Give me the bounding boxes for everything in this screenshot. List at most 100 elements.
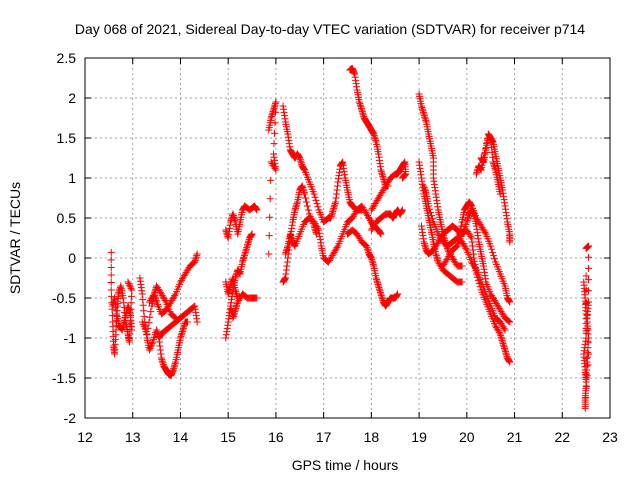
chart-title: Day 068 of 2021, Sidereal Day-to-day VTE… [75, 21, 585, 37]
data-point [268, 160, 276, 168]
data-point [302, 198, 310, 206]
data-point [147, 308, 155, 316]
series-t10 [222, 274, 242, 302]
data-point [147, 341, 155, 349]
series-t11 [265, 98, 280, 258]
data-point [125, 280, 133, 288]
y-tick-labels: -2 -1.5 -1 -0.5 0 0.5 1 1.5 2 2.5 [52, 50, 76, 426]
x-tick-label: 13 [125, 429, 141, 445]
data-point [481, 144, 489, 152]
data-point [583, 383, 591, 391]
data-point [271, 108, 279, 116]
data-point [107, 278, 115, 286]
data-point [585, 253, 593, 261]
data-point [266, 213, 274, 221]
data-point [584, 337, 592, 345]
x-tick-labels: 12 13 14 15 16 17 18 19 20 21 22 23 [77, 429, 618, 445]
data-point [272, 98, 280, 106]
data-point [266, 195, 274, 203]
data-point [253, 206, 261, 214]
data-point [582, 394, 590, 402]
y-tick-label: 1 [68, 170, 76, 186]
data-point [471, 264, 479, 272]
data-point [310, 190, 318, 198]
series-t17 [367, 158, 410, 214]
data-points [107, 64, 593, 412]
data-point [146, 313, 154, 321]
data-point [128, 326, 136, 334]
data-point [302, 194, 309, 202]
series-t24 [453, 198, 514, 306]
data-point [489, 248, 497, 256]
data-point [506, 358, 514, 366]
data-point [582, 354, 590, 362]
data-point [267, 158, 275, 166]
data-point [582, 272, 590, 280]
grid-lines [85, 58, 610, 418]
x-tick-label: 12 [77, 429, 93, 445]
data-point [265, 250, 273, 258]
data-point [505, 317, 513, 325]
plot-frame [84, 57, 611, 419]
data-point [491, 255, 498, 263]
data-point [482, 140, 490, 148]
data-point [453, 238, 461, 246]
data-point [118, 325, 126, 333]
data-point [304, 206, 312, 214]
series-t27 [580, 242, 593, 412]
data-point [584, 361, 592, 369]
data-point [488, 245, 496, 253]
data-point [585, 276, 593, 284]
data-point [500, 324, 508, 332]
data-point [425, 202, 433, 210]
data-point [107, 271, 115, 279]
data-point [377, 230, 385, 238]
data-point [480, 149, 488, 157]
data-point [248, 230, 256, 238]
data-point [428, 215, 436, 223]
data-point [584, 324, 592, 332]
x-tick-label: 23 [602, 429, 618, 445]
data-point [267, 176, 275, 184]
data-point [582, 244, 590, 252]
data-point [583, 312, 591, 320]
data-point [585, 264, 593, 272]
data-point [127, 292, 135, 300]
x-tick-label: 21 [507, 429, 523, 445]
data-point [398, 206, 406, 214]
data-point [149, 292, 157, 300]
series-t12 [279, 102, 366, 226]
series-t2 [109, 294, 136, 334]
data-point [107, 248, 115, 256]
data-point [428, 212, 435, 220]
data-point [581, 404, 589, 412]
data-point [171, 313, 179, 321]
series-t15 [346, 64, 392, 190]
data-point [107, 263, 115, 271]
y-tick-label: -1.5 [52, 370, 76, 386]
data-point [128, 286, 136, 294]
x-tick-label: 22 [554, 429, 570, 445]
data-point [506, 298, 514, 306]
data-point [400, 172, 408, 180]
data-point [394, 290, 402, 298]
y-tick-label: 2.5 [57, 50, 77, 66]
data-point [314, 203, 322, 211]
data-point [585, 350, 593, 358]
data-point [467, 232, 475, 240]
data-point [146, 344, 154, 352]
data-point [496, 190, 504, 198]
data-point [125, 281, 133, 289]
data-point [583, 299, 591, 307]
data-point [480, 154, 488, 162]
series-t18 [367, 206, 406, 234]
data-point [172, 314, 180, 322]
y-tick-label: -1 [64, 330, 77, 346]
data-point [124, 278, 132, 286]
data-point [311, 193, 319, 201]
x-tick-label: 14 [173, 429, 189, 445]
data-point [501, 326, 509, 334]
data-point [506, 318, 514, 326]
data-point [270, 129, 278, 137]
